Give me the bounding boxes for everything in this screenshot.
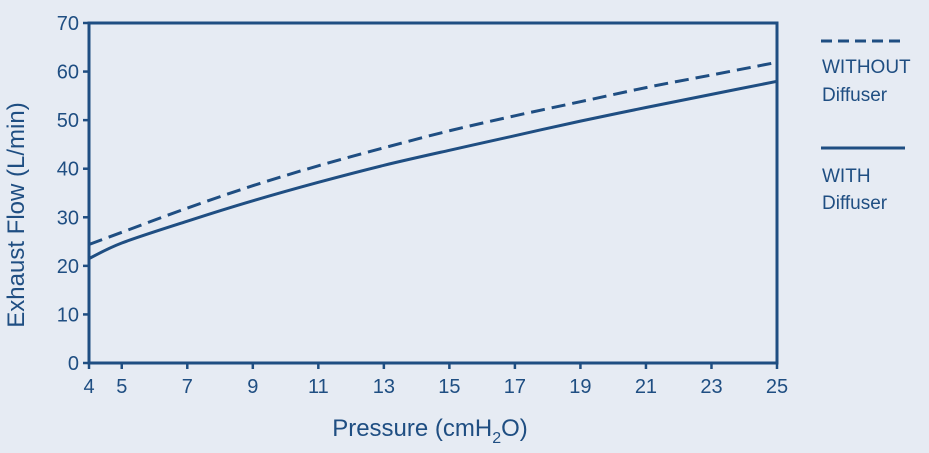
legend-label-without-line2: Diffuser — [822, 85, 888, 106]
y-tick-label: 30 — [57, 207, 79, 229]
y-tick-label: 20 — [57, 256, 79, 278]
y-tick-label: 10 — [57, 304, 79, 326]
x-axis-title: Pressure (cmH2O) — [332, 415, 528, 447]
y-tick-label: 60 — [57, 62, 79, 84]
y-axis-title: Exhaust Flow (L/min) — [3, 102, 30, 327]
x-tick-label: 21 — [635, 376, 657, 398]
x-tick-label: 4 — [83, 376, 94, 398]
y-tick-label: 40 — [57, 159, 79, 181]
x-tick-label: 11 — [308, 376, 329, 398]
legend-label-without-line1: WITHOUT — [822, 57, 911, 78]
x-tick-label: 7 — [182, 376, 193, 398]
series-line-without-diffuser — [88, 60, 778, 246]
x-axis-title-subscript: 2 — [492, 430, 501, 447]
series-lines — [88, 60, 778, 260]
legend-label-with-line1: WITH — [822, 166, 871, 187]
x-tick-label: 9 — [247, 376, 258, 398]
x-axis-title-tail: O) — [501, 415, 528, 442]
x-tick-label: 17 — [504, 376, 526, 398]
x-axis: 4 5 7 9 11 13 15 17 19 21 23 25 — [83, 363, 788, 398]
legend: WITHOUT Diffuser WITH Diffuser — [821, 39, 911, 214]
x-tick-label: 25 — [766, 376, 788, 398]
legend-label-with-line2: Diffuser — [822, 193, 888, 214]
x-axis-title-main: Pressure (cmH — [332, 415, 492, 442]
x-tick-label: 19 — [569, 376, 591, 398]
y-tick-label: 0 — [68, 353, 79, 375]
series-line-with-diffuser — [88, 79, 778, 260]
y-tick-label: 50 — [57, 110, 79, 132]
x-tick-label: 15 — [438, 376, 460, 398]
y-tick-label: 70 — [57, 13, 79, 35]
x-tick-label: 13 — [373, 376, 395, 398]
y-axis: 0 10 20 30 40 50 60 70 — [57, 13, 89, 375]
plot-frame — [87, 21, 779, 365]
x-tick-label: 5 — [116, 376, 127, 398]
x-tick-label: 23 — [700, 376, 722, 398]
